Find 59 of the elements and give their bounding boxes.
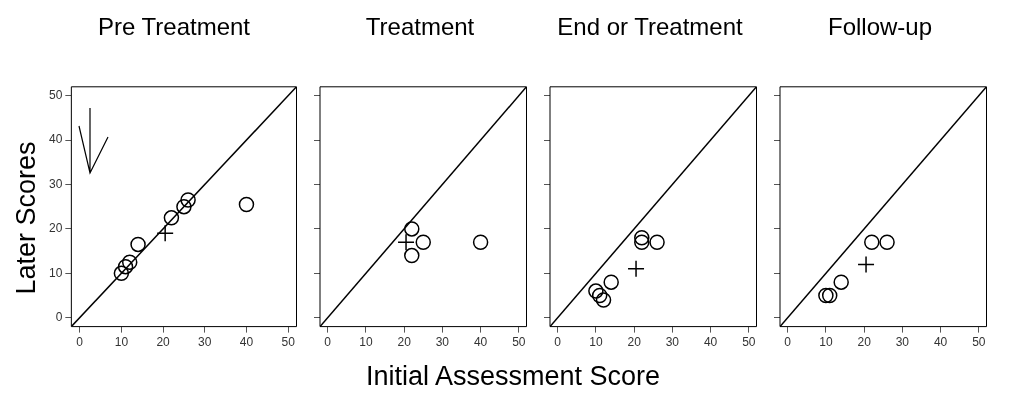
point (634, 234, 650, 250)
point (113, 265, 130, 282)
x-tick-label: 40 (473, 335, 488, 350)
x-tick-label: 10 (359, 335, 373, 350)
point (117, 258, 134, 275)
y-tick-label: 50 (48, 87, 63, 102)
point (588, 283, 604, 299)
x-tick-label: 0 (784, 335, 792, 350)
y-tick-label: 30 (48, 176, 63, 191)
x-tick-label: 10 (819, 335, 833, 350)
x-tick-label: 20 (397, 335, 412, 350)
x-tick-label: 20 (156, 335, 171, 350)
x-axis-title: Initial Assessment Score (364, 361, 662, 392)
x-tick-label: 50 (512, 335, 526, 350)
point (595, 292, 612, 308)
y-axis-title: Later Scores (10, 141, 42, 295)
x-tick-label: 30 (895, 335, 910, 350)
point (163, 210, 180, 226)
x-tick-label: 40 (933, 335, 948, 350)
x-tick-label: 40 (703, 335, 718, 350)
point (130, 236, 146, 253)
x-tick-label: 30 (665, 335, 680, 350)
y-tick-label: 10 (48, 265, 63, 280)
point (857, 255, 875, 274)
point (634, 230, 650, 246)
x-tick-label: 50 (972, 335, 986, 350)
y-tick-label: 20 (48, 221, 63, 236)
chart-title: Pre Treatment (97, 13, 251, 41)
x-tick-label: 20 (627, 335, 642, 350)
point (121, 254, 138, 270)
x-tick-label: 0 (324, 335, 332, 350)
y-tick-label: 40 (48, 132, 63, 147)
point (591, 287, 608, 304)
point (864, 234, 880, 250)
chart-title: Follow-up (827, 13, 933, 41)
x-tick-label: 20 (857, 335, 872, 350)
x-tick-label: 10 (114, 335, 129, 350)
x-tick-label: 0 (554, 335, 562, 350)
point (238, 196, 255, 213)
chart-title: End or Treatment (557, 13, 744, 41)
point (649, 234, 665, 250)
x-tick-label: 0 (76, 335, 84, 350)
point (627, 260, 645, 278)
x-tick-label: 50 (742, 335, 756, 350)
x-tick-label: 40 (239, 335, 254, 350)
point (879, 234, 895, 250)
point (833, 274, 849, 290)
x-tick-label: 30 (198, 335, 212, 350)
point (818, 287, 834, 304)
chart-title: Treatment (365, 13, 475, 41)
x-tick-label: 30 (435, 335, 450, 350)
x-tick-label: 10 (589, 335, 603, 350)
y-tick-label: 0 (55, 310, 63, 325)
point (176, 198, 192, 215)
point (821, 287, 838, 304)
point (156, 224, 174, 243)
x-tick-label: 50 (281, 335, 296, 350)
point (603, 274, 619, 290)
point (180, 192, 196, 208)
